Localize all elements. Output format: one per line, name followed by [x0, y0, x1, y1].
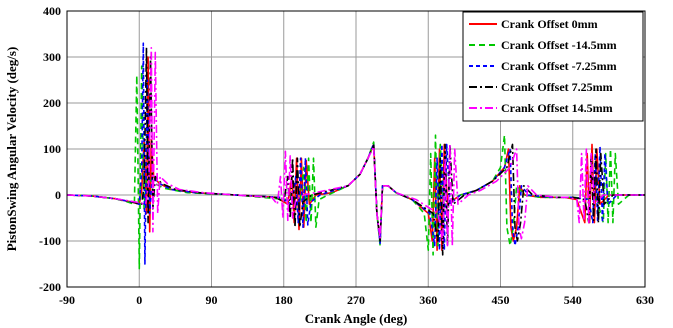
legend-label-1: Crank Offset -14.5mm: [501, 38, 617, 52]
legend-label-4: Crank Offset 14.5mm: [501, 101, 613, 115]
x-tick-label: 90: [206, 293, 218, 307]
y-tick-label: -200: [39, 280, 61, 294]
y-tick-label: 100: [43, 142, 61, 156]
x-tick-label: -90: [59, 293, 75, 307]
legend: Crank Offset 0mm Crank Offset -14.5mm Cran…: [462, 11, 644, 122]
y-tick-label: 200: [43, 96, 61, 110]
y-axis-title: PistonSwing Angular Velocity (deg/s): [4, 47, 19, 252]
x-tick-label: 180: [275, 293, 293, 307]
y-tick-label: 0: [55, 188, 61, 202]
x-tick-label: 360: [419, 293, 437, 307]
legend-label-2: Crank Offset -7.25mm: [501, 59, 617, 73]
x-axis-title: Crank Angle (deg): [305, 311, 408, 326]
y-tick-label: 300: [43, 50, 61, 64]
y-tick-labels: -200 -100 0 100 200 300 400: [39, 4, 61, 294]
x-tick-label: 630: [636, 293, 654, 307]
series-layer: [66, 42, 645, 270]
x-tick-label: 540: [564, 293, 582, 307]
x-tick-label: 0: [136, 293, 142, 307]
legend-label-3: Crank Offset 7.25mm: [501, 80, 613, 94]
plot-frame: [66, 10, 646, 288]
series-line-4: [66, 47, 645, 247]
legend-label-0: Crank Offset 0mm: [501, 17, 598, 31]
x-tick-label: 450: [492, 293, 510, 307]
y-tick-label: -100: [39, 234, 61, 248]
x-tick-label: 270: [347, 293, 365, 307]
y-tick-label: 400: [43, 4, 61, 18]
x-tick-labels: -90 0 90 180 270 360 450 540 630: [59, 293, 654, 307]
